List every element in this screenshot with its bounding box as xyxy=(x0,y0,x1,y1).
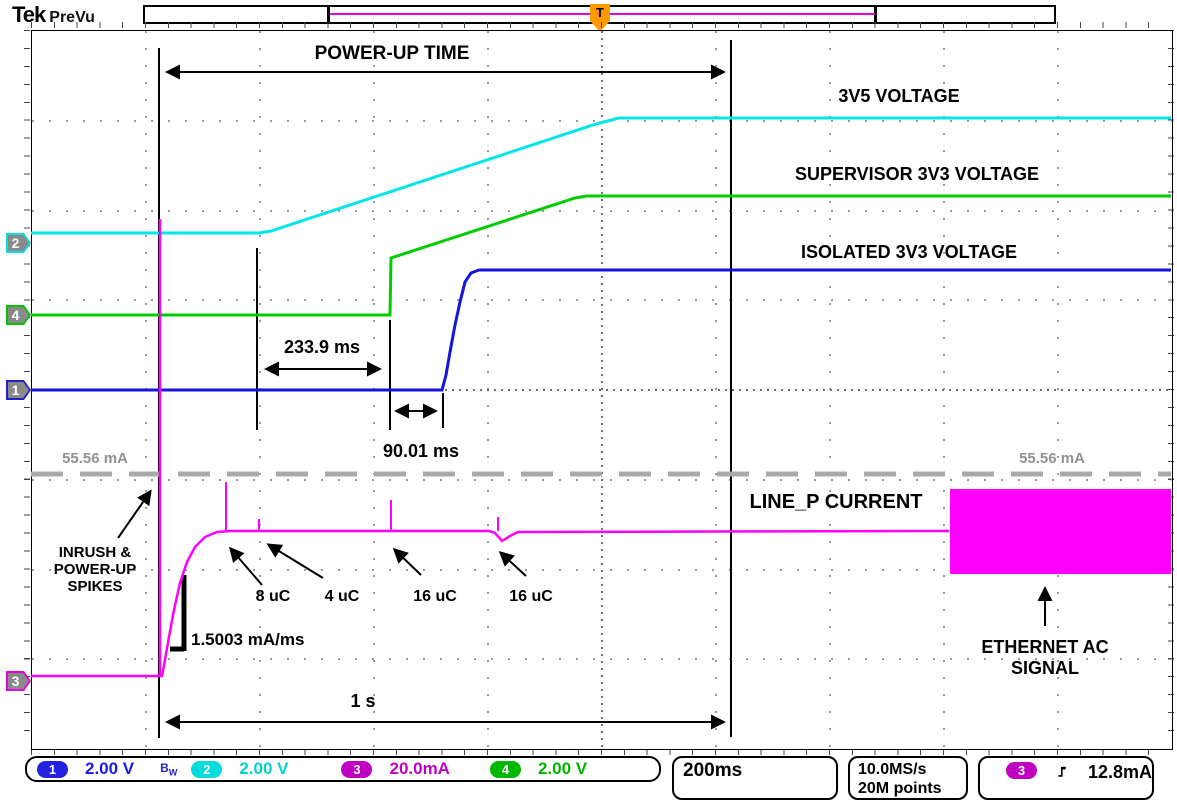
trigger-readout[interactable]: 3 12.8mA xyxy=(978,756,1154,800)
ethernet-label: ETHERNET AC SIGNAL xyxy=(981,637,1108,679)
ch2-scale: 2.00 V xyxy=(239,759,289,778)
channel-2-marker-body xyxy=(8,235,29,251)
bandwidth-limit-icon: BW xyxy=(160,760,178,778)
acquisition-readout[interactable]: 10.0MS/s 20M points xyxy=(848,756,968,800)
graticule-hline xyxy=(32,119,1172,122)
trace-label-supervisor-3v3: SUPERVISOR 3V3 VOLTAGE xyxy=(794,164,1040,184)
ch4-scale: 2.00 V xyxy=(537,759,588,778)
tek-logo: Tek PreVu xyxy=(12,2,95,28)
sample-rate-value: 10.0MS/s xyxy=(858,761,927,778)
zoom-bracket-right[interactable] xyxy=(874,7,877,22)
channel-1-marker-body xyxy=(8,382,29,398)
trace-label-3v5: 3V5 VOLTAGE xyxy=(838,86,960,106)
inrush-label-line3: SPIKES xyxy=(67,578,123,595)
channel-3-marker-label: 3 xyxy=(11,673,20,689)
ch4-badge[interactable]: 4 xyxy=(489,760,521,778)
timebase-value: 200ms xyxy=(683,760,743,781)
charge-16uc-a-label: 16 uC xyxy=(413,588,457,605)
trigger-source-badge: 3 xyxy=(1006,762,1037,779)
acquisition-mode-label: PreVu xyxy=(49,9,95,26)
ethernet-label-line1: ETHERNET AC xyxy=(981,637,1109,657)
trace-label-isolated-3v3: ISOLATED 3V3 VOLTAGE xyxy=(800,242,1018,262)
ch2-badge[interactable]: 2 xyxy=(191,760,223,778)
threshold-label-right: 55.56 mA xyxy=(1019,450,1085,467)
graticule-hline xyxy=(32,478,1172,481)
charge-8uc-label: 8 uC xyxy=(255,588,291,605)
ethernet-label-line2: SIGNAL xyxy=(1010,658,1079,678)
inrush-label-line1: INRUSH & xyxy=(58,544,132,561)
channel-4-marker-label: 4 xyxy=(11,307,20,323)
ch3-scale: 20.0mA xyxy=(389,759,450,778)
channel-1-marker-label: 1 xyxy=(11,382,20,398)
graticule-hline xyxy=(32,568,1172,571)
measurement-233ms: 233.9 ms xyxy=(283,337,361,357)
timebase-readout[interactable]: 200ms xyxy=(672,756,838,800)
channel-1-marker[interactable]: 1 xyxy=(6,380,31,400)
channel-2-marker-label: 2 xyxy=(11,235,20,251)
measurement-90ms: 90.01 ms xyxy=(382,441,460,461)
ch1-badge[interactable]: 1 xyxy=(37,760,68,778)
ch1-scale: 2.00 V xyxy=(85,759,135,778)
channel-4-marker[interactable]: 4 xyxy=(6,305,31,325)
trigger-level-value: 12.8mA xyxy=(1087,762,1152,782)
top-tick-row xyxy=(31,22,1171,28)
charge-16uc-b-label: 16 uC xyxy=(509,588,553,605)
slope-rate-label: 1.5003 mA/ms xyxy=(191,630,305,649)
total-1s-label: 1 s xyxy=(350,691,376,711)
channel-readout-bar[interactable]: 1 2.00 V BW 2 2.00 V 3 20.0mA 4 2.00 V xyxy=(25,756,661,782)
record-length-value: 20M points xyxy=(858,780,942,797)
inrush-label-line2: POWER-UP xyxy=(53,561,137,578)
channel-4-marker-body xyxy=(8,307,29,323)
graticule-hline xyxy=(32,299,1172,302)
bottom-tick-row xyxy=(31,749,1171,755)
charge-4uc-label: 4 uC xyxy=(324,588,360,605)
inrush-label: INRUSH & POWER-UP SPIKES xyxy=(54,544,137,595)
power-up-time-label: POWER-UP TIME xyxy=(314,43,470,64)
trace-label-line-p: LINE_P CURRENT xyxy=(749,491,923,513)
threshold-label-left: 55.56 mA xyxy=(62,450,128,467)
graticule-hline xyxy=(32,389,1172,391)
graticule-hline xyxy=(32,209,1172,212)
zoom-bracket-left[interactable] xyxy=(327,7,330,22)
ch3-badge[interactable]: 3 xyxy=(341,760,373,778)
channel-2-marker[interactable]: 2 xyxy=(6,233,31,253)
channel-3-marker[interactable]: 3 xyxy=(6,671,31,691)
rising-edge-icon xyxy=(1058,766,1066,777)
channel-3-marker-body xyxy=(8,673,29,689)
